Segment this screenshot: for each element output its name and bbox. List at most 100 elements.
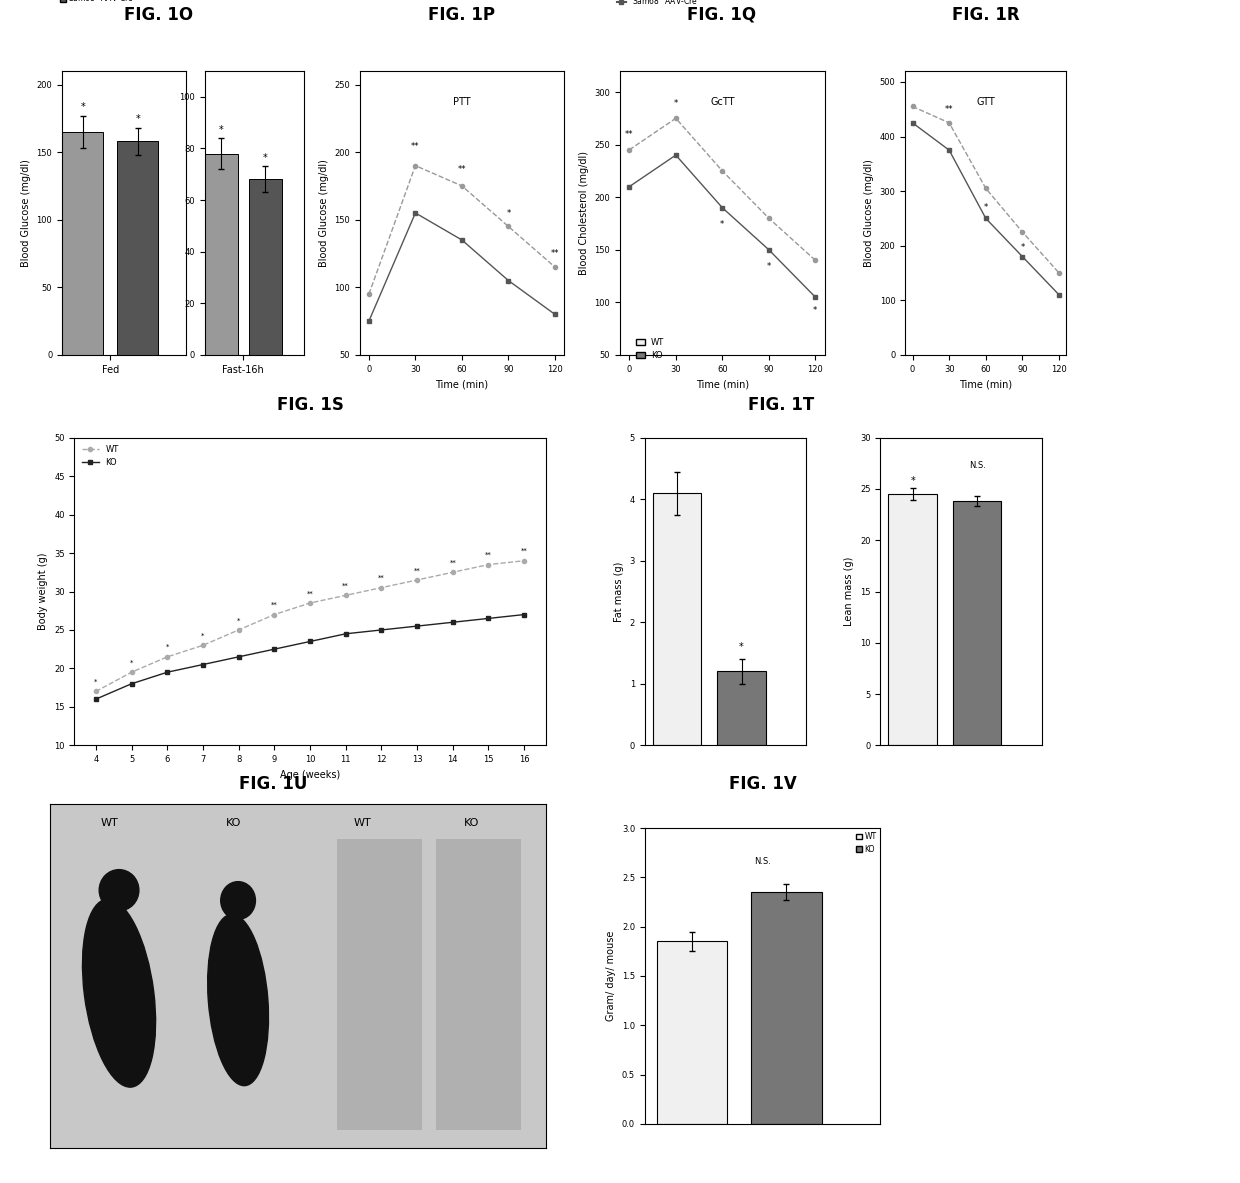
WT (88, 684, 103, 698)
Bar (117, 141, 159, 355)
Line: WT: WT (94, 558, 526, 693)
WT (445, 565, 460, 580)
FancyBboxPatch shape (337, 839, 422, 1131)
Text: FIG. 1S: FIG. 1S (277, 396, 343, 414)
Text: **: ** (270, 602, 278, 608)
Text: **: ** (449, 560, 456, 565)
Text: **: ** (458, 166, 466, 174)
Y-axis label: Gram/ day/ mouse: Gram/ day/ mouse (606, 931, 616, 1021)
Text: *: * (263, 154, 268, 163)
Text: WT: WT (100, 819, 118, 828)
WT (160, 649, 175, 664)
Legend: Sam68$^{fl}$ AAV-GFP, Sam68$^{fl}$ AAV-Cre: Sam68$^{fl}$ AAV-GFP, Sam68$^{fl}$ AAV-C… (60, 0, 136, 4)
WT (339, 588, 353, 602)
Bar (952, 502, 1002, 745)
KO (339, 627, 353, 641)
Bar (205, 154, 238, 355)
Text: **: ** (625, 130, 634, 140)
X-axis label: Time (min): Time (min) (696, 380, 749, 389)
FancyBboxPatch shape (436, 839, 521, 1131)
Text: *: * (165, 645, 169, 651)
Legend: WT, KO: WT, KO (78, 442, 122, 471)
Text: *: * (218, 125, 223, 135)
Bar (888, 494, 937, 745)
Text: PTT: PTT (453, 97, 471, 106)
Text: N.S.: N.S. (968, 461, 986, 471)
Ellipse shape (83, 899, 155, 1087)
Text: **: ** (378, 575, 384, 581)
Text: *: * (130, 660, 133, 666)
Line: KO: KO (94, 613, 526, 702)
Text: **: ** (521, 548, 527, 554)
WT (231, 622, 246, 636)
KO (124, 677, 139, 691)
WT (517, 554, 532, 568)
Text: *: * (766, 261, 771, 271)
Text: *: * (720, 220, 724, 228)
Text: FIG. 1T: FIG. 1T (748, 396, 815, 414)
Text: **: ** (485, 552, 492, 558)
KO (517, 608, 532, 622)
Text: FIG. 1P: FIG. 1P (428, 6, 495, 24)
Legend: WT, KO: WT, KO (632, 335, 668, 363)
Text: *: * (739, 642, 744, 652)
KO (231, 649, 246, 664)
WT (481, 557, 496, 571)
Legend: WT, KO: WT, KO (856, 832, 877, 854)
Text: GTT: GTT (976, 97, 996, 106)
Text: *: * (506, 208, 511, 218)
Y-axis label: Blood Glucose (mg/dl): Blood Glucose (mg/dl) (319, 159, 329, 267)
KO (267, 642, 281, 657)
Legend: Sam68$^{fl}$ AAV-GFP, Sam68$^{fl}$ AAV-Cre: Sam68$^{fl}$ AAV-GFP, Sam68$^{fl}$ AAV-C… (614, 0, 703, 11)
Text: *: * (135, 115, 140, 124)
Bar (652, 493, 702, 745)
Text: FIG. 1Q: FIG. 1Q (687, 6, 756, 24)
Y-axis label: Body weight (g): Body weight (g) (38, 552, 48, 631)
WT (196, 639, 211, 653)
Text: *: * (813, 306, 817, 315)
Text: *: * (201, 633, 205, 639)
KO (445, 615, 460, 629)
KO (374, 622, 389, 636)
Ellipse shape (207, 914, 269, 1086)
Text: N.S.: N.S. (754, 856, 771, 866)
Text: *: * (1021, 243, 1024, 252)
Y-axis label: Blood Cholesterol (mg/dl): Blood Cholesterol (mg/dl) (579, 151, 589, 274)
KO (88, 692, 103, 706)
Bar (249, 180, 281, 355)
X-axis label: Time (min): Time (min) (435, 380, 489, 389)
X-axis label: Time (min): Time (min) (960, 380, 1012, 389)
Text: KO: KO (226, 819, 241, 828)
Text: **: ** (945, 105, 954, 114)
Text: *: * (81, 102, 86, 112)
Text: **: ** (306, 590, 314, 596)
Y-axis label: Blood Glucose (mg/dl): Blood Glucose (mg/dl) (864, 159, 874, 267)
Text: **: ** (342, 583, 350, 589)
WT (374, 581, 389, 595)
Y-axis label: Blood Glucose (mg/dl): Blood Glucose (mg/dl) (21, 159, 31, 267)
Text: *: * (910, 476, 915, 486)
Y-axis label: Lean mass (g): Lean mass (g) (844, 557, 854, 626)
Ellipse shape (99, 870, 139, 911)
Ellipse shape (221, 881, 255, 919)
Bar (62, 131, 103, 355)
Text: FIG. 1V: FIG. 1V (729, 775, 796, 793)
Text: FIG. 1O: FIG. 1O (124, 6, 193, 24)
Text: FIG. 1U: FIG. 1U (238, 775, 308, 793)
KO (303, 634, 317, 648)
WT (409, 573, 424, 587)
Text: GcTT: GcTT (711, 97, 734, 106)
Bar (717, 672, 766, 745)
KO (160, 665, 175, 679)
Text: *: * (983, 203, 988, 212)
KO (196, 658, 211, 672)
Text: **: ** (414, 568, 420, 574)
Text: KO: KO (464, 819, 479, 828)
Text: *: * (237, 618, 241, 623)
WT (303, 596, 317, 610)
X-axis label: Age (weeks): Age (weeks) (280, 770, 340, 780)
Text: WT: WT (353, 819, 371, 828)
KO (481, 612, 496, 626)
WT (124, 665, 139, 679)
Y-axis label: Fat mass (g): Fat mass (g) (614, 561, 624, 622)
